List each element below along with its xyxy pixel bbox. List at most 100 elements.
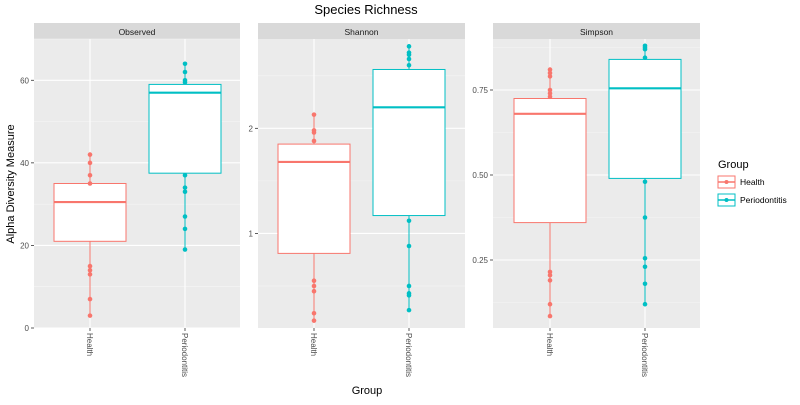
data-point (642, 301, 648, 307)
data-point (642, 46, 648, 52)
data-point (547, 273, 553, 278)
facet-strip-label: Shannon (344, 27, 378, 37)
legend-item-health: Health (717, 175, 765, 189)
data-point (406, 243, 412, 249)
box (608, 58, 682, 179)
data-point (547, 87, 553, 93)
data-point (406, 218, 412, 224)
data-point (87, 272, 93, 277)
y-tick-label: 20 (20, 241, 29, 250)
facet-strip (493, 23, 700, 39)
legend-title: Group (718, 159, 749, 171)
legend-key-point (724, 198, 729, 202)
data-point (182, 69, 188, 75)
facet-strip-label: Simpson (580, 27, 613, 37)
boxplot-periodontitis (608, 43, 682, 307)
data-point (406, 283, 412, 289)
data-point (182, 247, 188, 252)
y-tick-label: 60 (20, 76, 29, 85)
data-point (642, 215, 648, 220)
data-point (182, 214, 188, 219)
data-point (311, 138, 317, 144)
data-point (547, 67, 553, 72)
data-point (406, 44, 412, 49)
data-point (406, 307, 412, 313)
data-point (87, 267, 93, 273)
boxplot-health (513, 67, 587, 319)
x-tick-label: Periodontitis (404, 333, 413, 377)
y-tick-label: 0.25 (472, 256, 488, 265)
data-point (311, 278, 317, 284)
y-tick-label: 0 (25, 324, 30, 333)
data-point (87, 263, 93, 269)
x-tick-label: Health (85, 333, 94, 356)
facet-strip (258, 23, 465, 39)
data-point (311, 112, 317, 117)
chart-title: Species Richness (314, 2, 418, 17)
data-point (406, 293, 412, 298)
panel-shannon: Shannon 1 2 Health Periodontitis (249, 23, 465, 377)
y-tick-label: 0.75 (472, 86, 488, 95)
data-point (311, 283, 317, 289)
data-point (87, 172, 93, 178)
data-point (642, 179, 648, 185)
x-tick-label: Health (545, 333, 554, 356)
data-point (642, 281, 648, 287)
legend-item-label: Health (740, 177, 765, 187)
data-point (182, 189, 188, 195)
data-point (547, 91, 553, 96)
legend-key-point (724, 180, 729, 184)
facet-strip-label: Observed (119, 27, 156, 37)
data-point (182, 226, 188, 232)
box (513, 98, 587, 224)
data-point (406, 56, 412, 62)
y-tick-label: 2 (249, 124, 254, 133)
boxplot-periodontitis (372, 44, 446, 313)
data-point (406, 52, 412, 58)
data-point (311, 130, 317, 135)
data-point (182, 185, 188, 190)
x-tick-label: Health (309, 333, 318, 356)
box (372, 68, 446, 217)
y-tick-label: 40 (20, 159, 29, 168)
boxplot-periodontitis (148, 61, 222, 252)
data-point (87, 296, 93, 302)
data-point (87, 160, 93, 166)
data-point (547, 301, 553, 307)
legend-item-periodontitis: Periodontitis (717, 193, 787, 207)
legend: Group Health Periodontitis (717, 159, 787, 207)
boxplot-health (277, 112, 351, 323)
data-point (547, 94, 553, 100)
panel-simpson: Simpson 0.25 0.50 0.75 Health Periodontitis (472, 23, 700, 377)
data-point (406, 62, 412, 68)
y-axis-title: Alpha Diversity Measure (5, 124, 17, 243)
x-tick-label: Periodontitis (640, 333, 649, 377)
data-point (87, 181, 93, 186)
data-point (547, 278, 553, 283)
box (277, 143, 351, 254)
x-axis-title: Group (352, 385, 383, 397)
data-point (182, 61, 188, 67)
data-point (311, 310, 317, 316)
data-point (87, 152, 93, 157)
data-point (642, 255, 648, 261)
box (148, 83, 222, 174)
data-point (547, 313, 553, 319)
facet-strip (34, 23, 240, 39)
legend-item-label: Periodontitis (740, 195, 787, 205)
data-point (642, 264, 648, 270)
data-point (547, 269, 553, 275)
data-point (182, 172, 188, 178)
x-tick-label: Periodontitis (180, 333, 189, 377)
data-point (547, 74, 553, 79)
data-point (547, 70, 553, 76)
y-tick-label: 0.50 (472, 171, 488, 180)
box (53, 183, 127, 242)
data-point (311, 288, 317, 294)
y-tick-label: 1 (249, 229, 254, 238)
data-point (87, 313, 93, 318)
data-point (642, 55, 648, 60)
boxplot-health (53, 152, 127, 318)
